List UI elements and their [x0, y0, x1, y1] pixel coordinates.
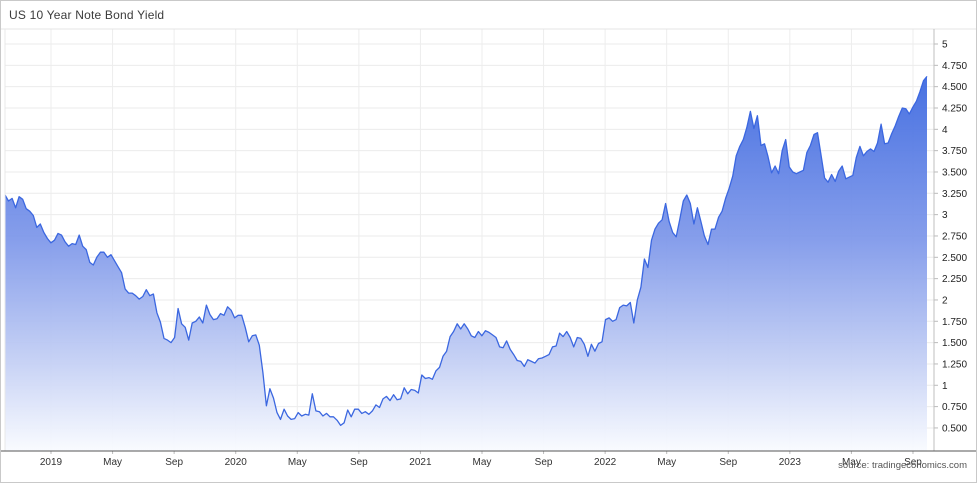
x-axis-label: 2019	[40, 457, 63, 468]
x-axis-label: May	[288, 457, 307, 468]
y-axis-label: 2.750	[942, 231, 967, 242]
y-axis-label: 0.750	[942, 402, 967, 413]
x-axis-label: Sep	[350, 457, 368, 468]
line-series	[4, 75, 928, 427]
x-axis-label: May	[103, 457, 122, 468]
x-axis-label: Sep	[165, 457, 183, 468]
x-axis-label: Sep	[535, 457, 553, 468]
y-axis-label: 1	[942, 381, 948, 392]
y-axis-label: 1.750	[942, 317, 967, 328]
y-axis-label: 1.250	[942, 359, 967, 370]
y-axis-label: 4.500	[942, 82, 967, 93]
y-axis-label: 4.750	[942, 61, 967, 72]
y-axis-label: 3	[942, 210, 948, 221]
y-axis-label: 4.250	[942, 103, 967, 114]
y-axis-label: 3.500	[942, 167, 967, 178]
y-axis-label: 3.250	[942, 189, 967, 200]
x-axis-label: Sep	[719, 457, 737, 468]
y-axis-label: 0.500	[942, 423, 967, 434]
y-axis-label: 2.250	[942, 274, 967, 285]
y-axis-label: 1.500	[942, 338, 967, 349]
x-axis-label: 2023	[779, 457, 802, 468]
x-axis-label: May	[473, 457, 492, 468]
x-axis-label: 2020	[225, 457, 248, 468]
y-axis-label: 2.500	[942, 253, 967, 264]
source-link[interactable]: source: tradingeconomics.com	[838, 460, 967, 471]
area-series	[5, 76, 927, 452]
y-axis-label: 2	[942, 295, 948, 306]
y-axis-label: 4	[942, 125, 948, 136]
y-axis-label: 3.750	[942, 146, 967, 157]
y-axis-label: 5	[942, 40, 948, 51]
x-axis-label: May	[657, 457, 676, 468]
x-axis-label: 2022	[594, 457, 617, 468]
x-axis-label: Sep	[904, 457, 922, 468]
x-axis-label: 2021	[409, 457, 432, 468]
chart-title: US 10 Year Note Bond Yield	[9, 8, 165, 22]
x-axis-label: May	[842, 457, 861, 468]
